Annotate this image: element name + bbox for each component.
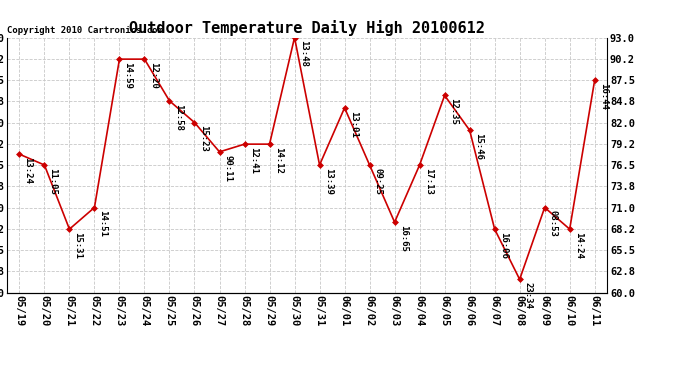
Text: 15:46: 15:46 (474, 133, 483, 160)
Text: 12:35: 12:35 (448, 98, 457, 125)
Text: 14:12: 14:12 (274, 147, 283, 174)
Text: 16:44: 16:44 (599, 83, 608, 110)
Text: 15:23: 15:23 (199, 125, 208, 152)
Text: 15:31: 15:31 (74, 232, 83, 259)
Text: 16:06: 16:06 (499, 232, 508, 259)
Text: 17:13: 17:13 (424, 168, 433, 195)
Text: 13:39: 13:39 (324, 168, 333, 195)
Text: 13:01: 13:01 (348, 111, 357, 138)
Text: 23:34: 23:34 (524, 282, 533, 309)
Text: 12:58: 12:58 (174, 104, 183, 130)
Text: 13:48: 13:48 (299, 40, 308, 67)
Text: 14:24: 14:24 (574, 232, 583, 259)
Text: Copyright 2010 Cartronics.com: Copyright 2010 Cartronics.com (7, 26, 163, 35)
Text: 08:53: 08:53 (549, 210, 558, 237)
Text: 12:20: 12:20 (148, 62, 157, 89)
Text: 14:59: 14:59 (124, 62, 132, 89)
Text: 16:65: 16:65 (399, 225, 408, 252)
Text: 12:41: 12:41 (248, 147, 257, 174)
Text: 11:05: 11:05 (48, 168, 57, 195)
Text: 09:25: 09:25 (374, 168, 383, 195)
Text: 14:51: 14:51 (99, 210, 108, 237)
Text: 90:11: 90:11 (224, 154, 233, 182)
Title: Outdoor Temperature Daily High 20100612: Outdoor Temperature Daily High 20100612 (129, 20, 485, 36)
Text: 13:24: 13:24 (23, 157, 32, 184)
